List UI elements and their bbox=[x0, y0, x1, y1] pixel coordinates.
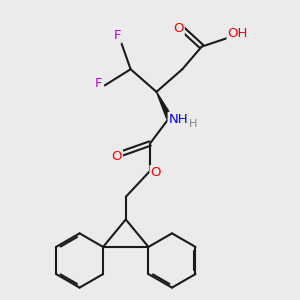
Text: F: F bbox=[95, 77, 103, 90]
Text: H: H bbox=[188, 118, 197, 128]
Text: O: O bbox=[112, 150, 122, 163]
Text: OH: OH bbox=[228, 27, 248, 40]
Text: O: O bbox=[151, 166, 161, 179]
Text: F: F bbox=[113, 29, 121, 43]
Polygon shape bbox=[157, 92, 172, 119]
Text: O: O bbox=[173, 22, 184, 35]
Text: NH: NH bbox=[169, 113, 188, 126]
